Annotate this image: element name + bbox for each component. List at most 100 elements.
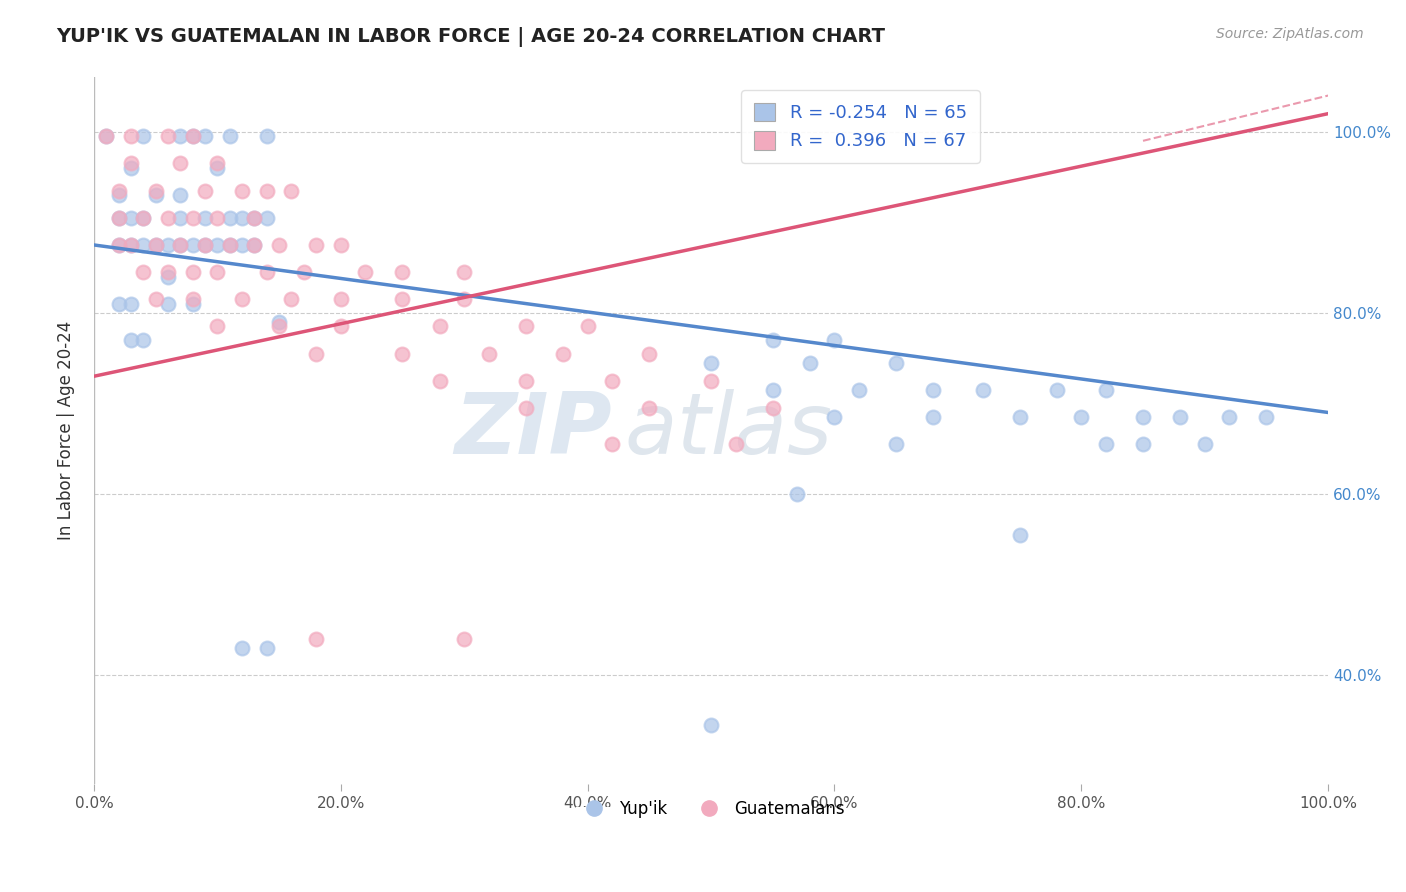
Point	[120, 156, 142, 170]
Point	[256, 265, 278, 279]
Point	[194, 184, 217, 198]
Point	[120, 129, 142, 144]
Point	[922, 409, 945, 424]
Point	[181, 129, 204, 144]
Point	[132, 265, 155, 279]
Point	[120, 297, 142, 311]
Point	[181, 293, 204, 307]
Point	[600, 437, 623, 451]
Point	[132, 211, 155, 225]
Point	[120, 333, 142, 347]
Point	[762, 333, 785, 347]
Point	[156, 265, 179, 279]
Point	[453, 632, 475, 646]
Point	[305, 346, 328, 360]
Point	[207, 161, 229, 175]
Point	[1194, 437, 1216, 451]
Point	[600, 374, 623, 388]
Point	[194, 238, 217, 252]
Point	[207, 211, 229, 225]
Point	[478, 346, 501, 360]
Point	[243, 238, 266, 252]
Point	[243, 211, 266, 225]
Point	[922, 383, 945, 397]
Point	[169, 188, 191, 202]
Point	[145, 184, 167, 198]
Point	[329, 319, 352, 334]
Point	[329, 293, 352, 307]
Point	[638, 401, 661, 415]
Point	[145, 238, 167, 252]
Point	[107, 297, 129, 311]
Point	[96, 129, 118, 144]
Point	[169, 211, 191, 225]
Point	[169, 156, 191, 170]
Point	[267, 315, 290, 329]
Point	[107, 188, 129, 202]
Point	[243, 211, 266, 225]
Point	[429, 319, 451, 334]
Point	[194, 211, 217, 225]
Point	[551, 346, 574, 360]
Point	[181, 297, 204, 311]
Point	[169, 238, 191, 252]
Point	[884, 437, 907, 451]
Point	[120, 211, 142, 225]
Point	[762, 383, 785, 397]
Point	[305, 238, 328, 252]
Text: atlas: atlas	[624, 389, 832, 472]
Point	[256, 640, 278, 655]
Point	[1132, 437, 1154, 451]
Point	[218, 211, 240, 225]
Point	[120, 161, 142, 175]
Point	[848, 383, 870, 397]
Point	[267, 319, 290, 334]
Point	[156, 238, 179, 252]
Point	[243, 238, 266, 252]
Point	[799, 356, 821, 370]
Point	[1008, 527, 1031, 541]
Point	[181, 129, 204, 144]
Point	[107, 238, 129, 252]
Point	[391, 346, 413, 360]
Point	[823, 409, 845, 424]
Point	[823, 333, 845, 347]
Point	[218, 238, 240, 252]
Point	[231, 184, 253, 198]
Point	[700, 356, 723, 370]
Point	[1070, 409, 1092, 424]
Point	[107, 211, 129, 225]
Point	[515, 319, 537, 334]
Point	[576, 319, 599, 334]
Point	[1168, 409, 1191, 424]
Point	[256, 129, 278, 144]
Point	[762, 401, 785, 415]
Point	[194, 238, 217, 252]
Point	[700, 718, 723, 732]
Point	[267, 238, 290, 252]
Point	[429, 374, 451, 388]
Text: ZIP: ZIP	[454, 389, 612, 472]
Point	[107, 184, 129, 198]
Point	[280, 293, 302, 307]
Point	[329, 238, 352, 252]
Point	[156, 297, 179, 311]
Point	[145, 293, 167, 307]
Point	[1218, 409, 1240, 424]
Point	[280, 184, 302, 198]
Text: Source: ZipAtlas.com: Source: ZipAtlas.com	[1216, 27, 1364, 41]
Point	[231, 640, 253, 655]
Y-axis label: In Labor Force | Age 20-24: In Labor Force | Age 20-24	[58, 321, 75, 541]
Point	[638, 346, 661, 360]
Point	[156, 129, 179, 144]
Point	[972, 383, 994, 397]
Point	[1095, 383, 1118, 397]
Point	[181, 265, 204, 279]
Point	[256, 184, 278, 198]
Point	[156, 269, 179, 284]
Point	[292, 265, 315, 279]
Point	[231, 238, 253, 252]
Point	[1046, 383, 1069, 397]
Point	[132, 211, 155, 225]
Point	[1008, 409, 1031, 424]
